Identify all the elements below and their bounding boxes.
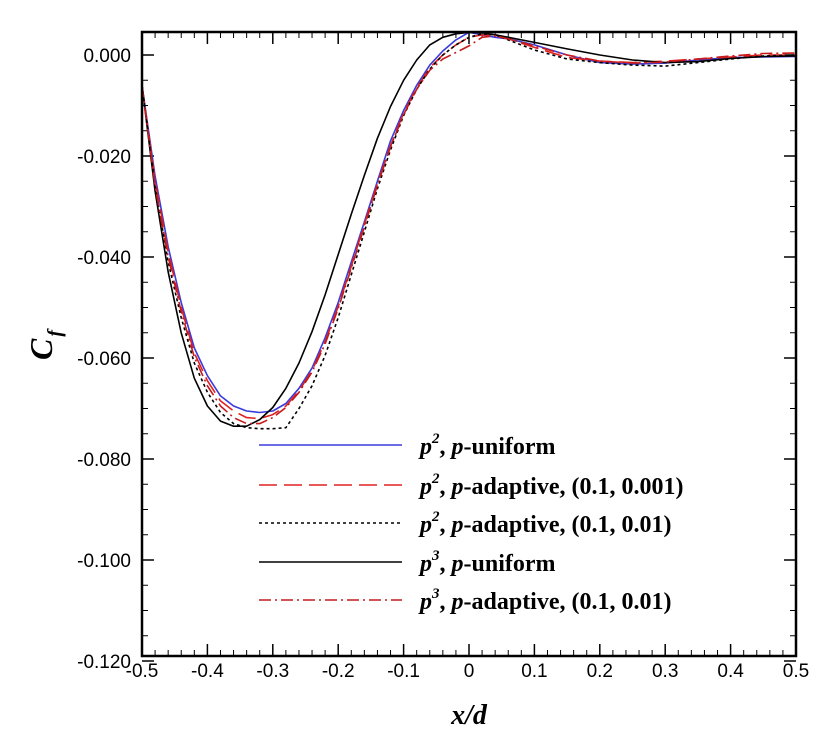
- y-tick-label: -0.120: [77, 652, 131, 673]
- x-axis-title: x/d: [450, 700, 488, 731]
- legend-label-3: p2, p-adaptive, (0.1, 0.01): [418, 509, 671, 538]
- tick-labels: -0.5 -0.4 -0.3 -0.2 -0.1 0 0.1 0.2 0.3 0.4 0.5 0.00…: [77, 46, 809, 682]
- x-tick-label: -0.5: [126, 661, 159, 682]
- legend-label-4: p3, p-uniform: [418, 548, 556, 577]
- series-line-2: [142, 33, 796, 420]
- svg-text:Cf: Cf: [23, 328, 66, 360]
- series-line-1: [142, 32, 796, 414]
- x-tick-label: 0.5: [783, 661, 809, 682]
- x-tick-label: -0.3: [256, 661, 289, 682]
- plot-frame: [140, 30, 798, 658]
- y-tick-label: -0.080: [77, 450, 131, 471]
- x-tick-label: 0.2: [587, 661, 613, 682]
- y-tick-label: -0.020: [77, 147, 131, 168]
- series-lines: [142, 32, 796, 430]
- y-tick-label: -0.100: [77, 551, 131, 572]
- y-tick-label: 0.000: [83, 46, 131, 67]
- series-line-4: [142, 32, 796, 428]
- legend-label-1: p2, p-uniform: [418, 431, 556, 460]
- legend-label-5: p3, p-adaptive, (0.1, 0.01): [418, 586, 671, 615]
- series-line-3: [142, 32, 796, 430]
- y-tick-label: -0.040: [77, 248, 131, 269]
- x-tick-label: 0.3: [652, 661, 678, 682]
- x-tick-label: -0.2: [322, 661, 355, 682]
- legend: p2, p-uniform p2, p-adaptive, (0.1, 0.001…: [259, 431, 683, 615]
- x-tick-label: 0.1: [521, 661, 547, 682]
- legend-label-2: p2, p-adaptive, (0.1, 0.001): [418, 471, 683, 500]
- series-line-5: [142, 34, 796, 425]
- x-tick-label: 0.4: [717, 661, 744, 682]
- y-axis-title: Cf: [23, 328, 66, 360]
- x-tick-label: -0.4: [191, 661, 224, 682]
- x-tick-label: -0.1: [387, 661, 420, 682]
- x-tick-label: 0: [464, 661, 475, 682]
- y-tick-label: -0.060: [77, 349, 131, 370]
